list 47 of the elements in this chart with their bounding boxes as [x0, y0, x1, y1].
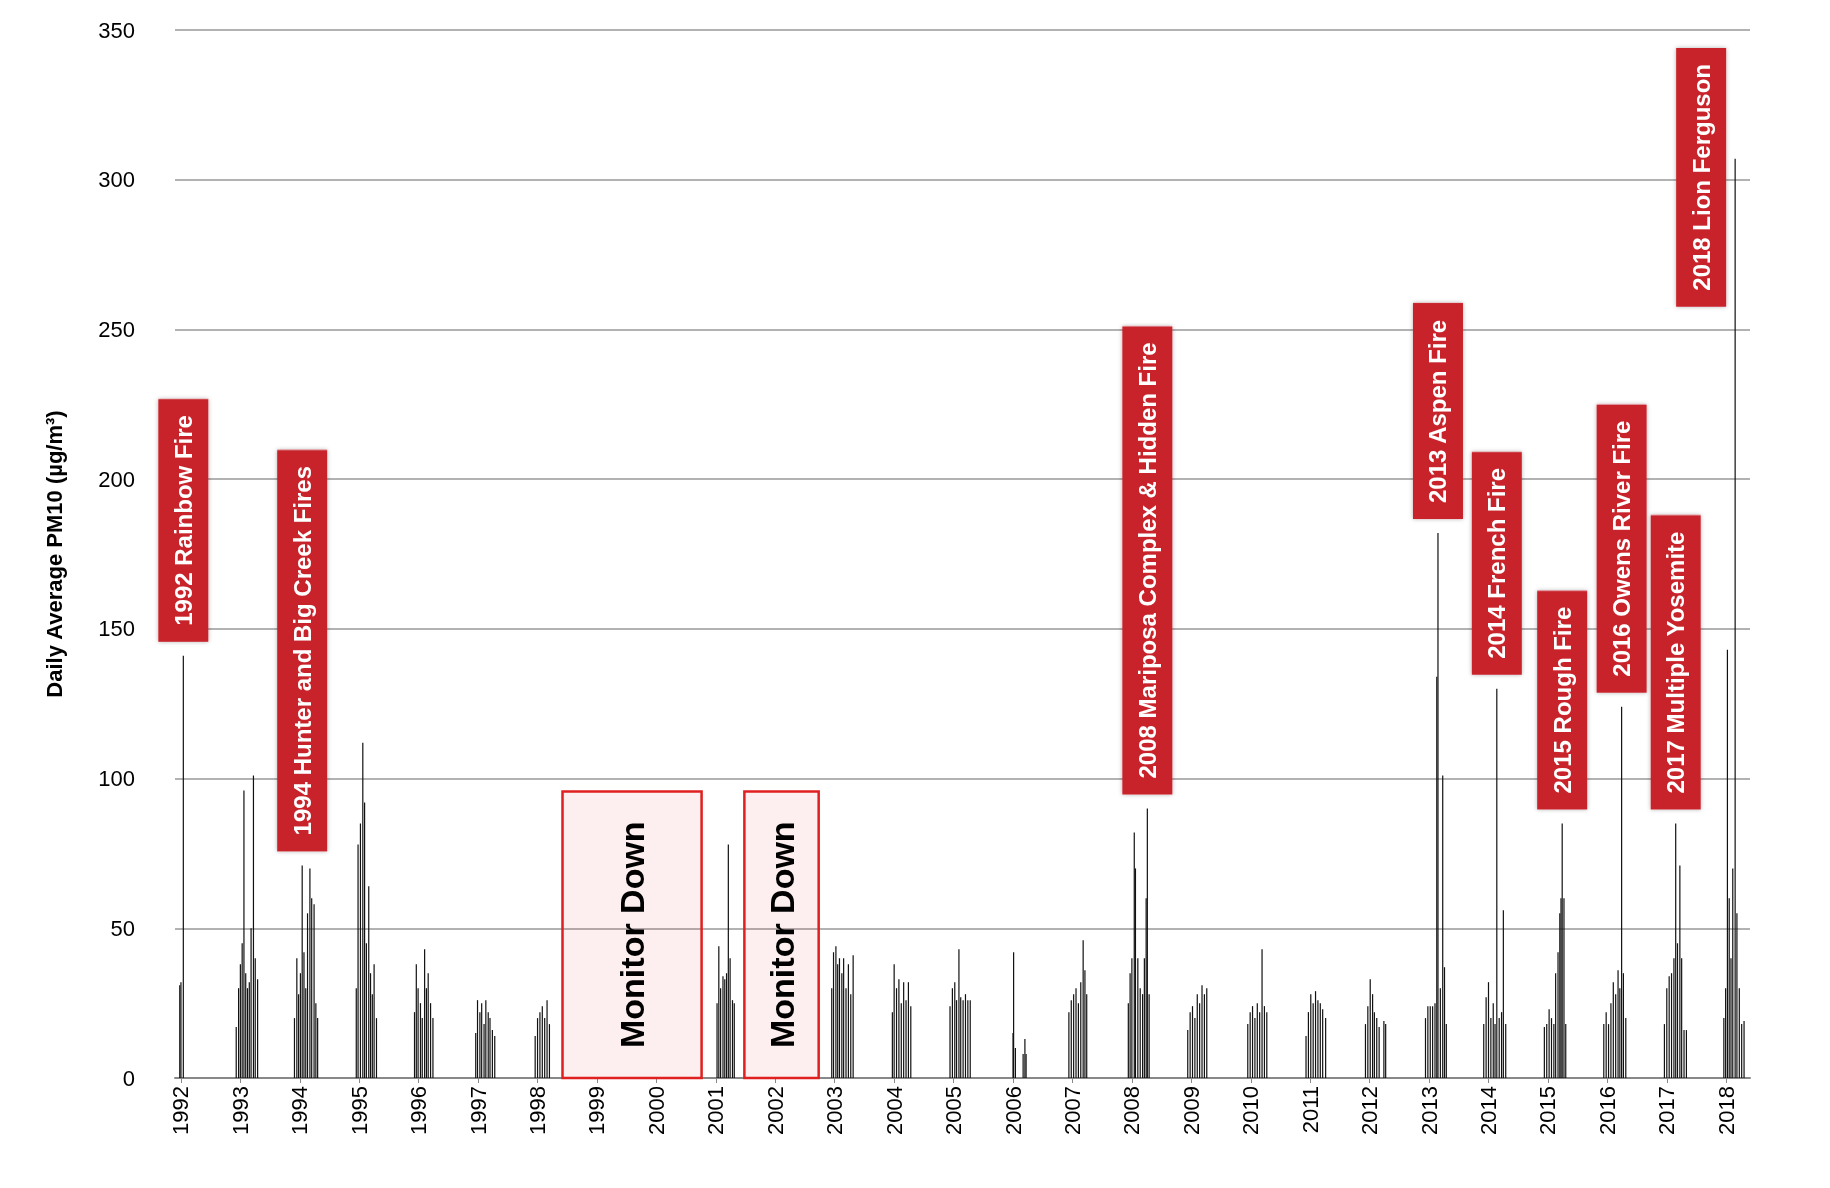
x-tick-label: 1996	[406, 1086, 432, 1135]
y-tick-label: 50	[110, 915, 135, 941]
x-tick-label: 1992	[168, 1086, 194, 1135]
annotation: 2015 Rough Fire	[1548, 606, 1576, 794]
annotation: 1994 Hunter and Big Creek Fires	[288, 465, 316, 836]
x-tick-label: 2009	[1178, 1086, 1204, 1135]
band-label: Monitor Down	[613, 821, 652, 1048]
annotation: 1992 Rainbow Fire	[169, 415, 197, 626]
annotation: 2013 Aspen Fire	[1424, 319, 1452, 504]
annotation: 2014 French Fire	[1483, 467, 1511, 659]
x-tick-label: 2002	[762, 1086, 788, 1135]
x-tick-label: 1993	[227, 1086, 253, 1135]
annotation: 2018 Lion Ferguson	[1687, 64, 1715, 291]
band-label: Monitor Down	[762, 821, 801, 1048]
x-tick-label: 2014	[1475, 1086, 1501, 1135]
x-tick-label: 2006	[1000, 1086, 1026, 1135]
x-tick-label: 2015	[1535, 1086, 1561, 1135]
x-tick-label: 1997	[465, 1086, 491, 1135]
y-tick-label: 250	[98, 316, 135, 342]
x-tick-label: 2013	[1416, 1086, 1442, 1135]
x-tick-label: 2008	[1119, 1086, 1145, 1135]
annotation: 2016 Owens River Fire	[1608, 420, 1636, 677]
y-tick-label: 300	[98, 167, 135, 193]
x-tick-label: 2004	[881, 1086, 907, 1135]
y-tick-label: 100	[98, 766, 135, 792]
x-tick-label: 2010	[1238, 1086, 1264, 1135]
x-tick-label: 2000	[643, 1086, 669, 1135]
x-tick-label: 2007	[1059, 1086, 1085, 1135]
x-tick-label: 1995	[346, 1086, 372, 1135]
annotation: 2008 Mariposa Complex & Hidden Fire	[1133, 342, 1161, 779]
x-tick-label: 2003	[822, 1086, 848, 1135]
x-tick-label: 2018	[1713, 1086, 1739, 1135]
x-tick-label: 1998	[525, 1086, 551, 1135]
x-tick-label: 2005	[941, 1086, 967, 1135]
x-tick-label: 2012	[1357, 1086, 1383, 1135]
x-tick-label: 1999	[584, 1086, 610, 1135]
x-tick-label: 2011	[1297, 1086, 1323, 1134]
y-axis-title: Daily Average PM10 (µg/m³)	[41, 410, 67, 698]
x-tick-label: 2001	[703, 1086, 729, 1135]
x-tick-label: 1994	[287, 1086, 313, 1135]
annotation: 2017 Multiple Yosemite	[1662, 531, 1690, 794]
y-tick-label: 150	[98, 616, 135, 642]
x-tick-label: 2017	[1654, 1086, 1680, 1135]
y-tick-label: 200	[98, 466, 135, 492]
y-tick-label: 350	[98, 17, 135, 43]
y-tick-label: 0	[122, 1065, 135, 1091]
x-tick-label: 2016	[1594, 1086, 1620, 1135]
